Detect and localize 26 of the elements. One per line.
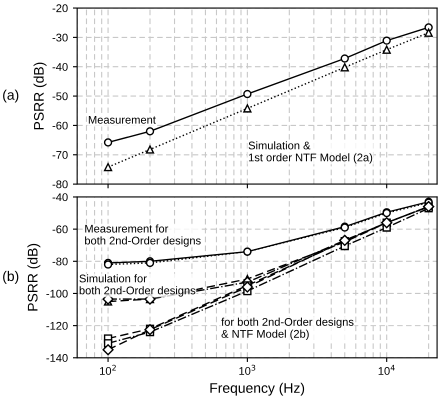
y-tick-label: -60 bbox=[52, 225, 68, 234]
y-tick-label: -20 bbox=[52, 4, 68, 12]
y-tick-label: -60 bbox=[52, 122, 68, 130]
y-tick-label: -30 bbox=[52, 34, 68, 42]
y-tick-label: -40 bbox=[52, 193, 68, 202]
y-axis-title: PSRR (dB) bbox=[27, 244, 40, 311]
y-tick-label: -50 bbox=[52, 92, 68, 100]
text: (b) bbox=[3, 270, 18, 284]
annotation: Measurement bbox=[88, 116, 156, 124]
x-axis-title: Frequency (Hz) bbox=[210, 382, 304, 396]
x-tick-label: 10$^{3}$ bbox=[239, 364, 256, 375]
y-axis-title: PSRR (dB) bbox=[34, 62, 47, 130]
annotation: Measurement for both 2nd-Order designs bbox=[85, 224, 201, 247]
y-tick-label: -80 bbox=[52, 258, 68, 266]
y-tick-label: -140 bbox=[46, 354, 68, 362]
y-tick-label: -80 bbox=[52, 180, 68, 188]
y-tick-label: -70 bbox=[52, 151, 68, 159]
x-tick-label: 10$^{4}$ bbox=[378, 364, 395, 375]
annotation: Simulation for both 2nd-Order designs bbox=[79, 274, 196, 297]
annotation: for both 2nd-Order designs & NTF Model (2b) bbox=[221, 318, 354, 340]
x-tick-label: 10$^{2}$ bbox=[100, 364, 116, 375]
y-tick-label: -40 bbox=[52, 63, 68, 71]
y-tick-label: -100 bbox=[46, 290, 68, 298]
text: (a) bbox=[3, 90, 18, 103]
annotation: Simulation & 1st order NTF Model (2a) bbox=[248, 141, 372, 164]
y-tick-label: -120 bbox=[46, 322, 68, 330]
